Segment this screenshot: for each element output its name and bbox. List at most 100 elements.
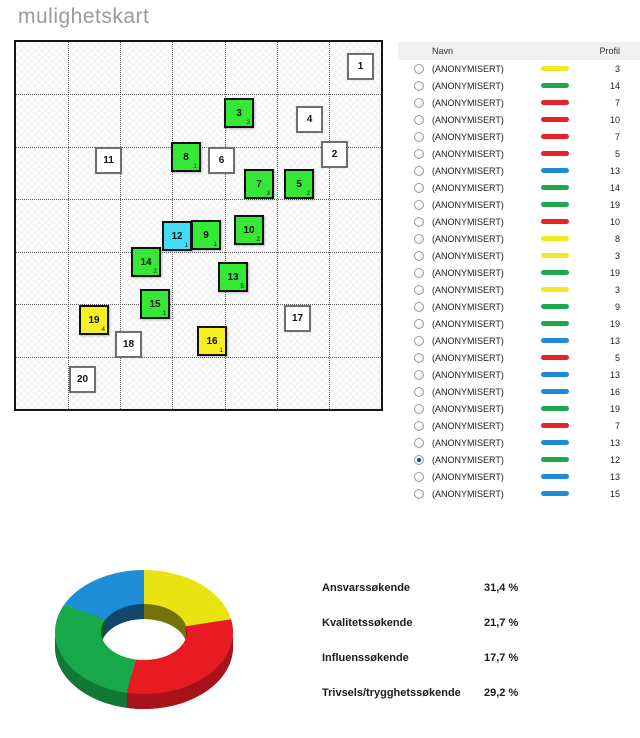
profile-value: 10: [609, 216, 620, 227]
square-subscript: 2: [153, 268, 157, 275]
participant-row-19[interactable]: (ANONYMISERT) 13: [398, 366, 640, 383]
radio-button[interactable]: [414, 488, 424, 499]
square-number: 6: [218, 155, 225, 166]
radio-button[interactable]: [414, 182, 424, 193]
profile-color-bar-green: [541, 270, 569, 275]
radio-button[interactable]: [414, 131, 424, 142]
participant-row-5[interactable]: (ANONYMISERT) 7: [398, 128, 640, 145]
participant-row-7[interactable]: (ANONYMISERT) 13: [398, 162, 640, 179]
map-square-16[interactable]: 16 1: [197, 326, 227, 356]
participant-name: (ANONYMISERT): [432, 437, 504, 448]
map-square-12[interactable]: 12 1: [162, 221, 192, 251]
profile-color-bar-blue: [541, 338, 569, 343]
participant-row-4[interactable]: (ANONYMISERT) 10: [398, 111, 640, 128]
participant-row-18[interactable]: (ANONYMISERT) 5: [398, 349, 640, 366]
grid-line-horizontal: [16, 356, 381, 358]
map-square-20[interactable]: 20: [69, 366, 96, 393]
participant-row-6[interactable]: (ANONYMISERT) 5: [398, 145, 640, 162]
participant-name: (ANONYMISERT): [432, 352, 504, 363]
radio-button[interactable]: [414, 148, 424, 159]
participant-row-24[interactable]: (ANONYMISERT) 12: [398, 451, 640, 468]
profile-value: 13: [609, 369, 620, 380]
map-square-18[interactable]: 18: [115, 331, 142, 358]
radio-button-selected[interactable]: [414, 454, 424, 465]
profile-color-bar-blue: [541, 389, 569, 394]
radio-button[interactable]: [414, 369, 424, 380]
participant-row-2[interactable]: (ANONYMISERT) 14: [398, 77, 640, 94]
participant-row-20[interactable]: (ANONYMISERT) 16: [398, 383, 640, 400]
grid-line-vertical: [276, 42, 278, 409]
map-square-1[interactable]: 1: [347, 53, 374, 80]
map-square-4[interactable]: 4: [296, 106, 323, 133]
profile-color-bar-blue: [541, 440, 569, 445]
participant-row-11[interactable]: (ANONYMISERT) 8: [398, 230, 640, 247]
profile-value: 14: [609, 182, 620, 193]
legend-label: Trivsels/trygghetssøkende: [322, 687, 461, 699]
radio-button[interactable]: [414, 267, 424, 278]
map-square-6[interactable]: 6: [208, 147, 235, 174]
participant-row-21[interactable]: (ANONYMISERT) 19: [398, 400, 640, 417]
participant-name: (ANONYMISERT): [432, 386, 504, 397]
participant-name: (ANONYMISERT): [432, 97, 504, 108]
map-square-2[interactable]: 2: [321, 141, 348, 168]
square-number: 16: [206, 335, 218, 347]
radio-button[interactable]: [414, 318, 424, 329]
radio-button[interactable]: [414, 97, 424, 108]
radio-button[interactable]: [414, 216, 424, 227]
participant-row-26[interactable]: (ANONYMISERT) 15: [398, 485, 640, 502]
radio-button[interactable]: [414, 386, 424, 397]
map-square-10[interactable]: 10 2: [234, 215, 264, 245]
map-square-14[interactable]: 14 2: [131, 247, 161, 277]
participant-row-10[interactable]: (ANONYMISERT) 10: [398, 213, 640, 230]
radio-button[interactable]: [414, 114, 424, 125]
radio-button[interactable]: [414, 301, 424, 312]
participant-row-12[interactable]: (ANONYMISERT) 3: [398, 247, 640, 264]
radio-button[interactable]: [414, 471, 424, 482]
list-header: Navn Profil: [398, 42, 640, 60]
radio-button[interactable]: [414, 199, 424, 210]
profile-value: 7: [614, 420, 620, 431]
participant-row-8[interactable]: (ANONYMISERT) 14: [398, 179, 640, 196]
radio-button[interactable]: [414, 233, 424, 244]
radio-button[interactable]: [414, 250, 424, 261]
radio-button[interactable]: [414, 165, 424, 176]
radio-button[interactable]: [414, 420, 424, 431]
participant-row-9[interactable]: (ANONYMISERT) 19: [398, 196, 640, 213]
square-number: 18: [122, 339, 135, 350]
participant-row-1[interactable]: (ANONYMISERT) 3: [398, 60, 640, 77]
map-square-13[interactable]: 13 5: [218, 262, 248, 292]
radio-button[interactable]: [414, 437, 424, 448]
participant-row-13[interactable]: (ANONYMISERT) 19: [398, 264, 640, 281]
map-square-19[interactable]: 19 4: [79, 305, 109, 335]
map-square-11[interactable]: 11: [95, 147, 122, 174]
profile-color-bar-red: [541, 134, 569, 139]
participant-row-14[interactable]: (ANONYMISERT) 3: [398, 281, 640, 298]
radio-button[interactable]: [414, 284, 424, 295]
radio-button[interactable]: [414, 352, 424, 363]
profile-value: 13: [609, 471, 620, 482]
profile-color-bar-red: [541, 100, 569, 105]
page-title: mulighetskart: [18, 5, 150, 28]
donut-chart: [46, 566, 242, 727]
participant-row-3[interactable]: (ANONYMISERT) 7: [398, 94, 640, 111]
legend-value: 17,7 %: [484, 652, 519, 664]
participant-row-22[interactable]: (ANONYMISERT) 7: [398, 417, 640, 434]
participant-row-16[interactable]: (ANONYMISERT) 19: [398, 315, 640, 332]
square-subscript: 1: [184, 242, 188, 249]
radio-button[interactable]: [414, 403, 424, 414]
radio-button[interactable]: [414, 335, 424, 346]
participant-row-25[interactable]: (ANONYMISERT) 13: [398, 468, 640, 485]
map-square-15[interactable]: 15 1: [140, 289, 170, 319]
profile-value: 7: [614, 97, 620, 108]
radio-button[interactable]: [414, 80, 424, 91]
participant-row-15[interactable]: (ANONYMISERT) 9: [398, 298, 640, 315]
map-square-17[interactable]: 17: [284, 305, 311, 332]
radio-button[interactable]: [414, 63, 424, 74]
participant-row-23[interactable]: (ANONYMISERT) 13: [398, 434, 640, 451]
participant-row-17[interactable]: (ANONYMISERT) 13: [398, 332, 640, 349]
